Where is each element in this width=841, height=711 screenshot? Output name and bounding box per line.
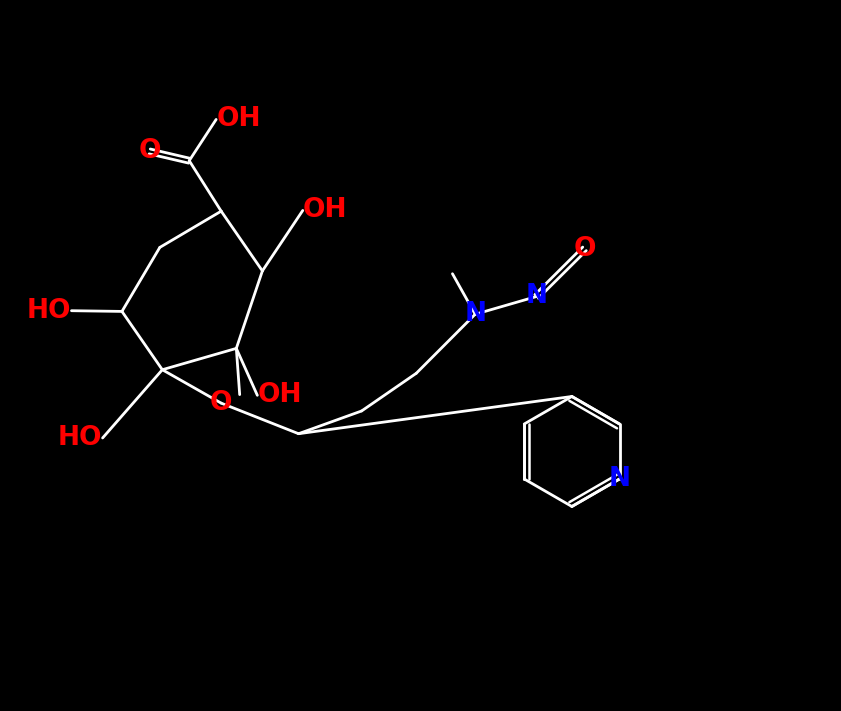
Text: N: N [609,466,631,492]
Text: O: O [139,139,161,164]
Text: N: N [526,284,547,309]
Text: O: O [574,236,595,262]
Text: O: O [210,390,232,416]
Text: HO: HO [58,425,103,451]
Text: HO: HO [27,298,71,324]
Text: OH: OH [257,383,302,408]
Text: OH: OH [216,107,261,132]
Text: OH: OH [303,198,347,223]
Text: N: N [464,301,486,327]
